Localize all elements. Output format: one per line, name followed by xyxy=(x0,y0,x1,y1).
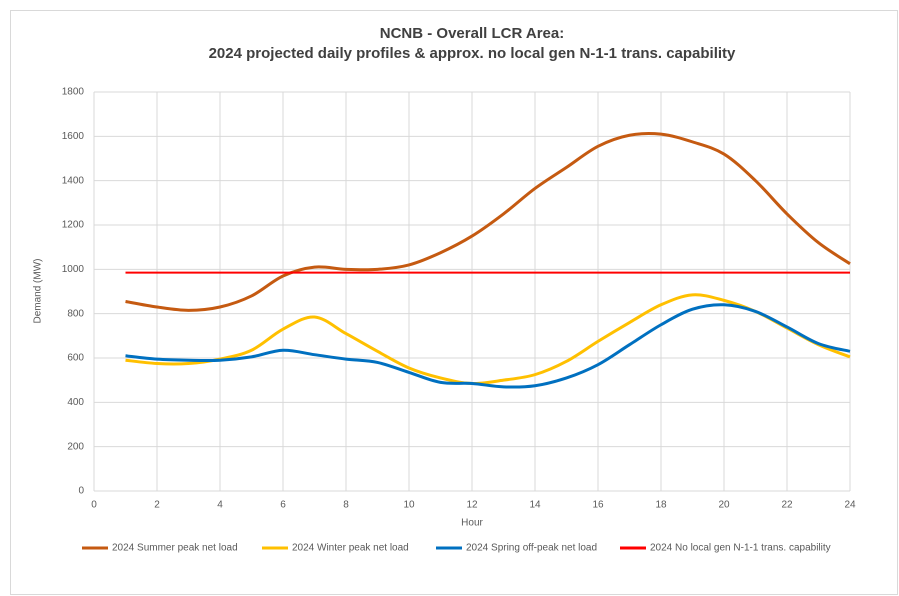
x-tick-label: 12 xyxy=(466,500,478,511)
x-tick-label: 20 xyxy=(718,500,730,511)
y-tick-label: 1200 xyxy=(62,220,85,231)
y-tick-label: 400 xyxy=(67,397,84,408)
chart-border xyxy=(10,10,898,595)
x-tick-label: 8 xyxy=(343,500,349,511)
y-axis-label: Demand (MW) xyxy=(33,258,44,323)
y-tick-label: 800 xyxy=(67,308,84,319)
series-line xyxy=(125,303,851,389)
series-line xyxy=(125,131,851,312)
y-tick-label: 1600 xyxy=(62,131,85,142)
legend-label: 2024 Summer peak net load xyxy=(112,543,238,554)
x-axis-label: Hour xyxy=(461,518,483,529)
y-tick-label: 1400 xyxy=(62,175,85,186)
chart-subtitle: 2024 projected daily profiles & approx. … xyxy=(209,45,736,62)
y-tick-label: 1800 xyxy=(62,87,85,98)
x-tick-label: 22 xyxy=(781,500,793,511)
x-tick-label: 24 xyxy=(844,500,856,511)
chart-title: NCNB - Overall LCR Area: xyxy=(380,25,564,42)
y-tick-label: 1000 xyxy=(62,264,85,275)
x-tick-label: 0 xyxy=(91,500,97,511)
x-tick-label: 16 xyxy=(592,500,604,511)
legend-label: 2024 Spring off-peak net load xyxy=(466,543,597,554)
y-tick-label: 200 xyxy=(67,441,84,452)
y-tick-label: 600 xyxy=(67,353,84,364)
x-tick-label: 14 xyxy=(529,500,541,511)
x-tick-label: 2 xyxy=(154,500,160,511)
x-tick-label: 4 xyxy=(217,500,223,511)
legend-label: 2024 Winter peak net load xyxy=(292,543,409,554)
y-tick-label: 0 xyxy=(78,486,84,497)
x-tick-label: 18 xyxy=(655,500,667,511)
x-tick-label: 10 xyxy=(403,500,415,511)
legend-label: 2024 No local gen N-1-1 trans. capabilit… xyxy=(650,543,831,554)
x-tick-label: 6 xyxy=(280,500,286,511)
series-line xyxy=(125,293,851,386)
